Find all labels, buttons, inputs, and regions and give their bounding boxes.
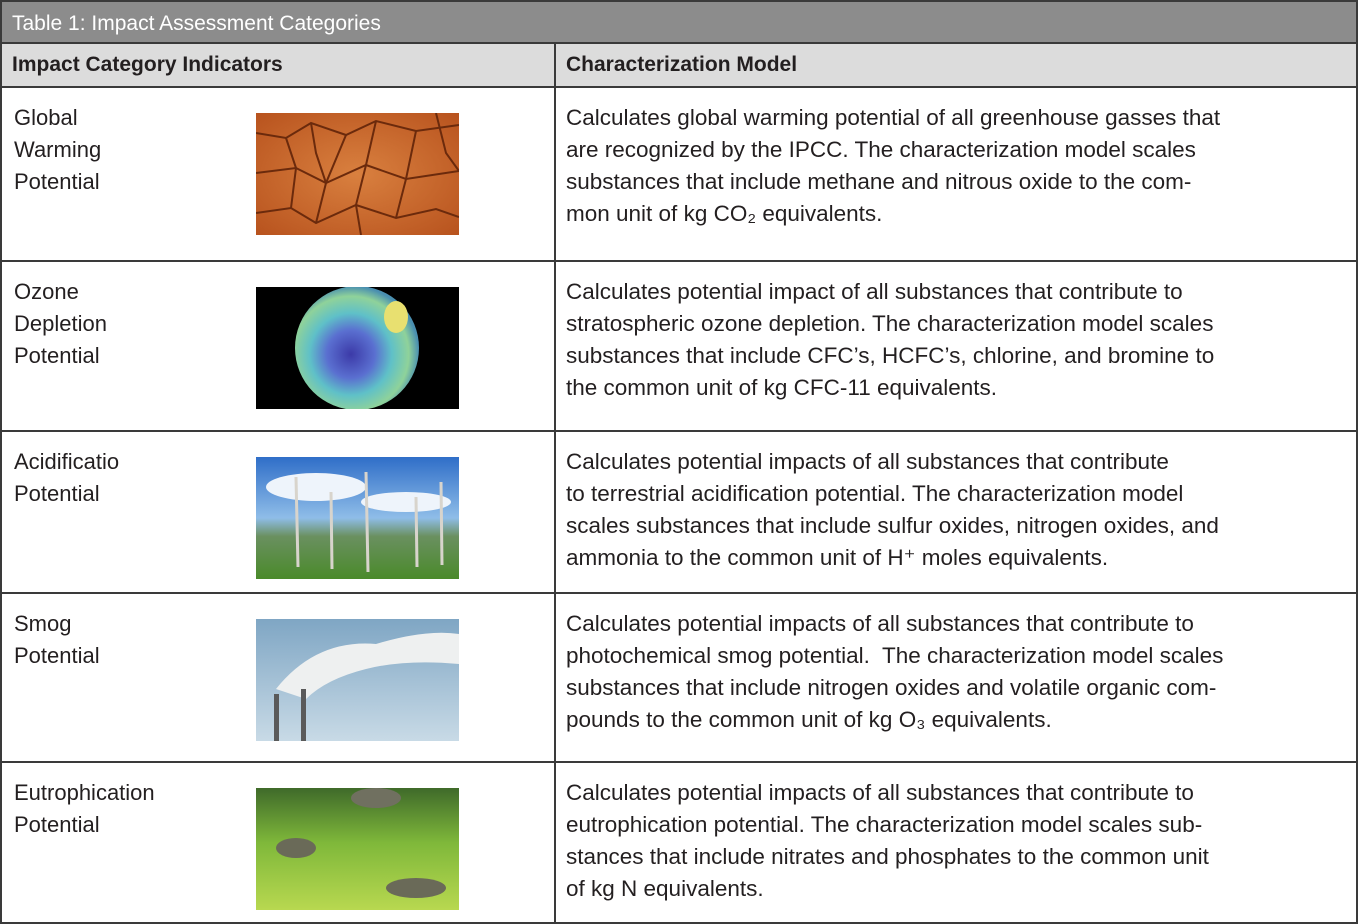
indicator-image [256, 113, 459, 235]
description-line: the common unit of kg CFC-11 equivalents… [566, 372, 1356, 404]
description-line: substances that include nitrogen oxides … [566, 672, 1356, 704]
description-line: Calculates global warming potential of a… [566, 102, 1356, 134]
label-line: Potential [14, 166, 101, 198]
label-line: Depletion [14, 308, 107, 340]
label-line: Warming [14, 134, 101, 166]
label-line: Smog [14, 608, 100, 640]
description-line: substances that include methane and nitr… [566, 166, 1356, 198]
label-line: Global [14, 102, 101, 134]
description-line: Calculates potential impacts of all subs… [566, 608, 1356, 640]
description-line: scales substances that include sulfur ox… [566, 510, 1356, 542]
model-description: Calculates potential impacts of all subs… [556, 432, 1356, 592]
label-line: Potential [14, 640, 100, 672]
description-line: Calculates potential impacts of all subs… [566, 777, 1356, 809]
header-row: Impact Category Indicators Characterizat… [2, 44, 1356, 88]
description-line: ammonia to the common unit of H⁺ moles e… [566, 542, 1356, 574]
description-line: mon unit of kg CO₂ equivalents. [566, 198, 1356, 230]
indicator-image [256, 788, 459, 910]
label-line: Eutrophication [14, 777, 155, 809]
model-description: Calculates potential impacts of all subs… [556, 594, 1356, 761]
description-line: Calculates potential impacts of all subs… [566, 446, 1356, 478]
label-line: Potential [14, 340, 107, 372]
header-cell: Impact Category Indicators [2, 44, 556, 86]
description-line: are recognized by the IPCC. The characte… [566, 134, 1356, 166]
table-page: Table 1: Impact Assessment Categories Im… [0, 0, 1358, 924]
model-description: Calculates potential impact of all subst… [556, 262, 1356, 430]
description-line: stances that include nitrates and phosph… [566, 841, 1356, 873]
label-line: Potential [14, 478, 119, 510]
description-line: pounds to the common unit of kg O₃ equiv… [566, 704, 1356, 736]
indicator-image [256, 457, 459, 579]
model-description: Calculates potential impacts of all subs… [556, 763, 1356, 924]
description-line: of kg N equivalents. [566, 873, 1356, 905]
description-line: photochemical smog potential. The charac… [566, 640, 1356, 672]
indicator-image [256, 619, 459, 741]
description-line: stratospheric ozone depletion. The chara… [566, 308, 1356, 340]
description-line: Calculates potential impact of all subst… [566, 276, 1356, 308]
label-line: Potential [14, 809, 155, 841]
header-cell: Characterization Model [556, 44, 1356, 86]
label-line: Acidificatio [14, 446, 119, 478]
indicator-image [256, 287, 459, 409]
table-title: Table 1: Impact Assessment Categories [2, 0, 1356, 44]
description-line: to terrestrial acidification potential. … [566, 478, 1356, 510]
description-line: substances that include CFC’s, HCFC’s, c… [566, 340, 1356, 372]
label-line: Ozone [14, 276, 107, 308]
description-line: eutrophication potential. The characteri… [566, 809, 1356, 841]
model-description: Calculates global warming potential of a… [556, 88, 1356, 260]
